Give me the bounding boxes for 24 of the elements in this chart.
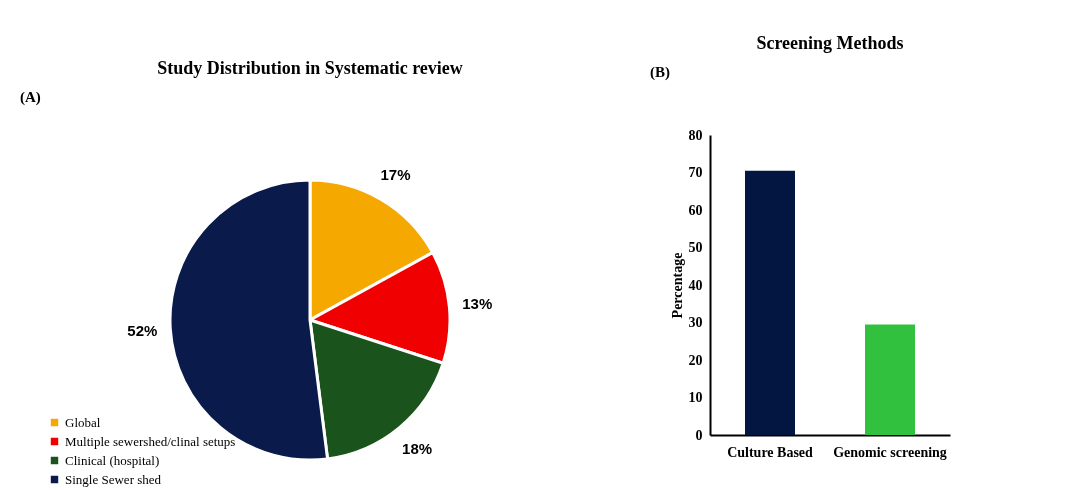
data-label: 13% xyxy=(462,295,493,313)
y-axis-title: Percentage xyxy=(669,252,685,319)
legend-label: Multiple sewershed/clinal setups xyxy=(65,433,236,449)
x-tick-label: Genomic screening xyxy=(833,444,947,460)
y-tick-label: 70 xyxy=(688,165,703,180)
text: (B) xyxy=(650,64,670,81)
y-tick-label: 20 xyxy=(688,352,703,368)
y-tick-label: 60 xyxy=(688,202,703,218)
y-tick-label: 50 xyxy=(688,240,703,255)
legend-label: Clinical (hospital) xyxy=(65,452,160,468)
data-label: 17% xyxy=(380,166,411,184)
y-tick-label: 10 xyxy=(688,390,703,405)
y-tick-label: 0 xyxy=(695,427,703,443)
y-tick-label: 80 xyxy=(688,127,703,143)
chart-title: Screening Methods xyxy=(756,33,904,53)
legend-label: Global xyxy=(65,414,101,430)
y-tick-label: 40 xyxy=(688,277,703,293)
x-tick-label: Culture Based xyxy=(727,444,814,460)
data-label: 18% xyxy=(402,440,433,458)
text: (A) xyxy=(20,89,41,106)
chart-title: Study Distribution in Systematic review xyxy=(157,58,463,78)
legend-label: Single Sewer shed xyxy=(65,471,162,487)
y-tick-label: 30 xyxy=(688,315,703,330)
data-label: 52% xyxy=(127,321,158,339)
